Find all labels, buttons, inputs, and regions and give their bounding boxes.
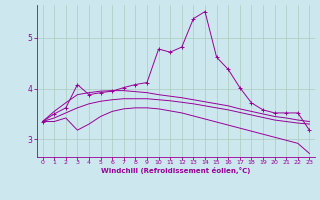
- X-axis label: Windchill (Refroidissement éolien,°C): Windchill (Refroidissement éolien,°C): [101, 167, 251, 174]
